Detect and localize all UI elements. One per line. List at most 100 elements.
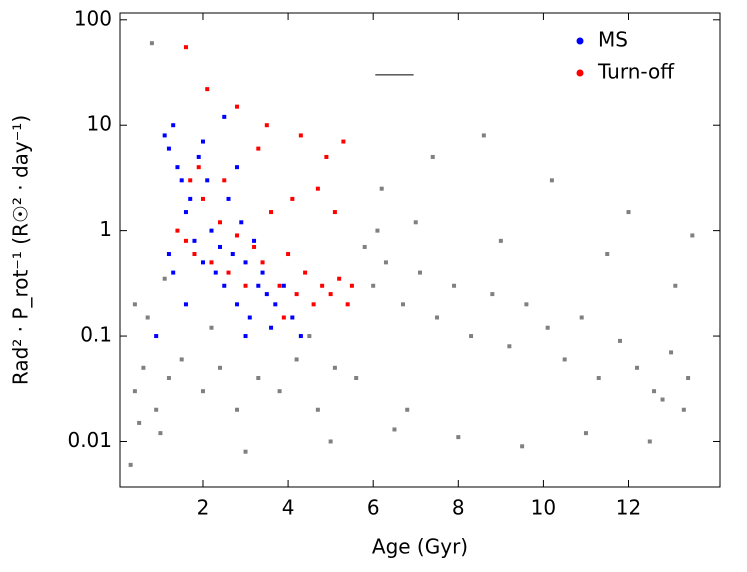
y-tick-label: 0.1 <box>80 323 112 347</box>
point <box>209 260 214 265</box>
point <box>354 376 359 381</box>
point <box>256 283 261 288</box>
point <box>269 325 274 330</box>
point <box>315 407 320 412</box>
point <box>618 338 622 343</box>
point <box>243 334 248 339</box>
point <box>243 283 248 288</box>
point <box>562 357 567 362</box>
point <box>379 186 384 191</box>
point <box>273 302 278 307</box>
point <box>183 45 188 50</box>
point <box>218 220 222 225</box>
legend-label: Turn-off <box>597 60 675 84</box>
point <box>549 178 554 183</box>
point <box>188 178 193 183</box>
point <box>145 315 150 320</box>
point <box>635 365 640 370</box>
point <box>235 233 240 238</box>
point <box>252 238 257 243</box>
point <box>192 238 197 243</box>
point <box>456 435 461 440</box>
point <box>524 302 529 307</box>
point <box>235 407 240 412</box>
point <box>200 139 205 144</box>
point <box>660 397 665 402</box>
point <box>328 292 333 297</box>
point <box>230 252 235 257</box>
point <box>315 186 320 191</box>
x-axis-label: Age (Gyr) <box>372 535 468 559</box>
point <box>222 283 227 288</box>
point <box>154 407 159 412</box>
point <box>256 376 261 381</box>
point <box>281 315 286 320</box>
plot-frame <box>119 12 721 488</box>
x-tick-label: 4 <box>282 496 295 520</box>
point <box>690 233 695 238</box>
point <box>311 302 316 307</box>
point <box>260 270 265 275</box>
point <box>383 260 388 265</box>
y-tick-label: 0.01 <box>67 428 112 452</box>
point <box>235 104 240 109</box>
point <box>320 283 325 288</box>
point <box>652 389 657 394</box>
point <box>596 376 601 381</box>
point <box>405 407 410 412</box>
point <box>647 439 652 444</box>
point <box>137 420 142 425</box>
point <box>171 123 176 128</box>
point <box>205 178 210 183</box>
point <box>179 357 184 362</box>
point <box>324 154 329 159</box>
point <box>277 389 282 394</box>
point <box>303 270 308 275</box>
point <box>269 210 274 215</box>
point <box>298 133 303 138</box>
point <box>132 389 137 394</box>
point <box>371 283 376 288</box>
x-tick-label: 2 <box>197 496 210 520</box>
point <box>260 260 265 265</box>
y-tick-label: 10 <box>87 112 112 136</box>
point <box>337 276 342 281</box>
point <box>328 439 333 444</box>
point <box>520 444 525 449</box>
point <box>294 292 299 297</box>
point <box>294 357 299 362</box>
point <box>209 228 214 233</box>
point <box>132 302 137 307</box>
point <box>362 244 367 249</box>
point <box>498 238 503 243</box>
point <box>183 238 188 243</box>
point <box>435 315 440 320</box>
legend-marker <box>576 69 584 77</box>
point <box>507 344 512 349</box>
point <box>583 431 588 436</box>
point <box>218 244 222 249</box>
point <box>128 462 133 467</box>
point <box>218 365 222 370</box>
point <box>349 283 354 288</box>
point <box>681 407 686 412</box>
point <box>264 292 269 297</box>
point <box>196 154 201 159</box>
point <box>392 427 397 432</box>
point <box>235 165 240 170</box>
point <box>247 315 252 320</box>
point <box>179 178 184 183</box>
point <box>545 325 550 330</box>
point <box>307 334 312 339</box>
point <box>171 270 176 275</box>
point <box>686 376 691 381</box>
point <box>413 220 418 225</box>
point <box>166 146 171 151</box>
point <box>252 244 257 249</box>
point <box>290 196 295 201</box>
point <box>605 252 610 257</box>
point <box>286 252 291 257</box>
point <box>375 228 380 233</box>
point <box>481 133 486 138</box>
point <box>222 178 227 183</box>
